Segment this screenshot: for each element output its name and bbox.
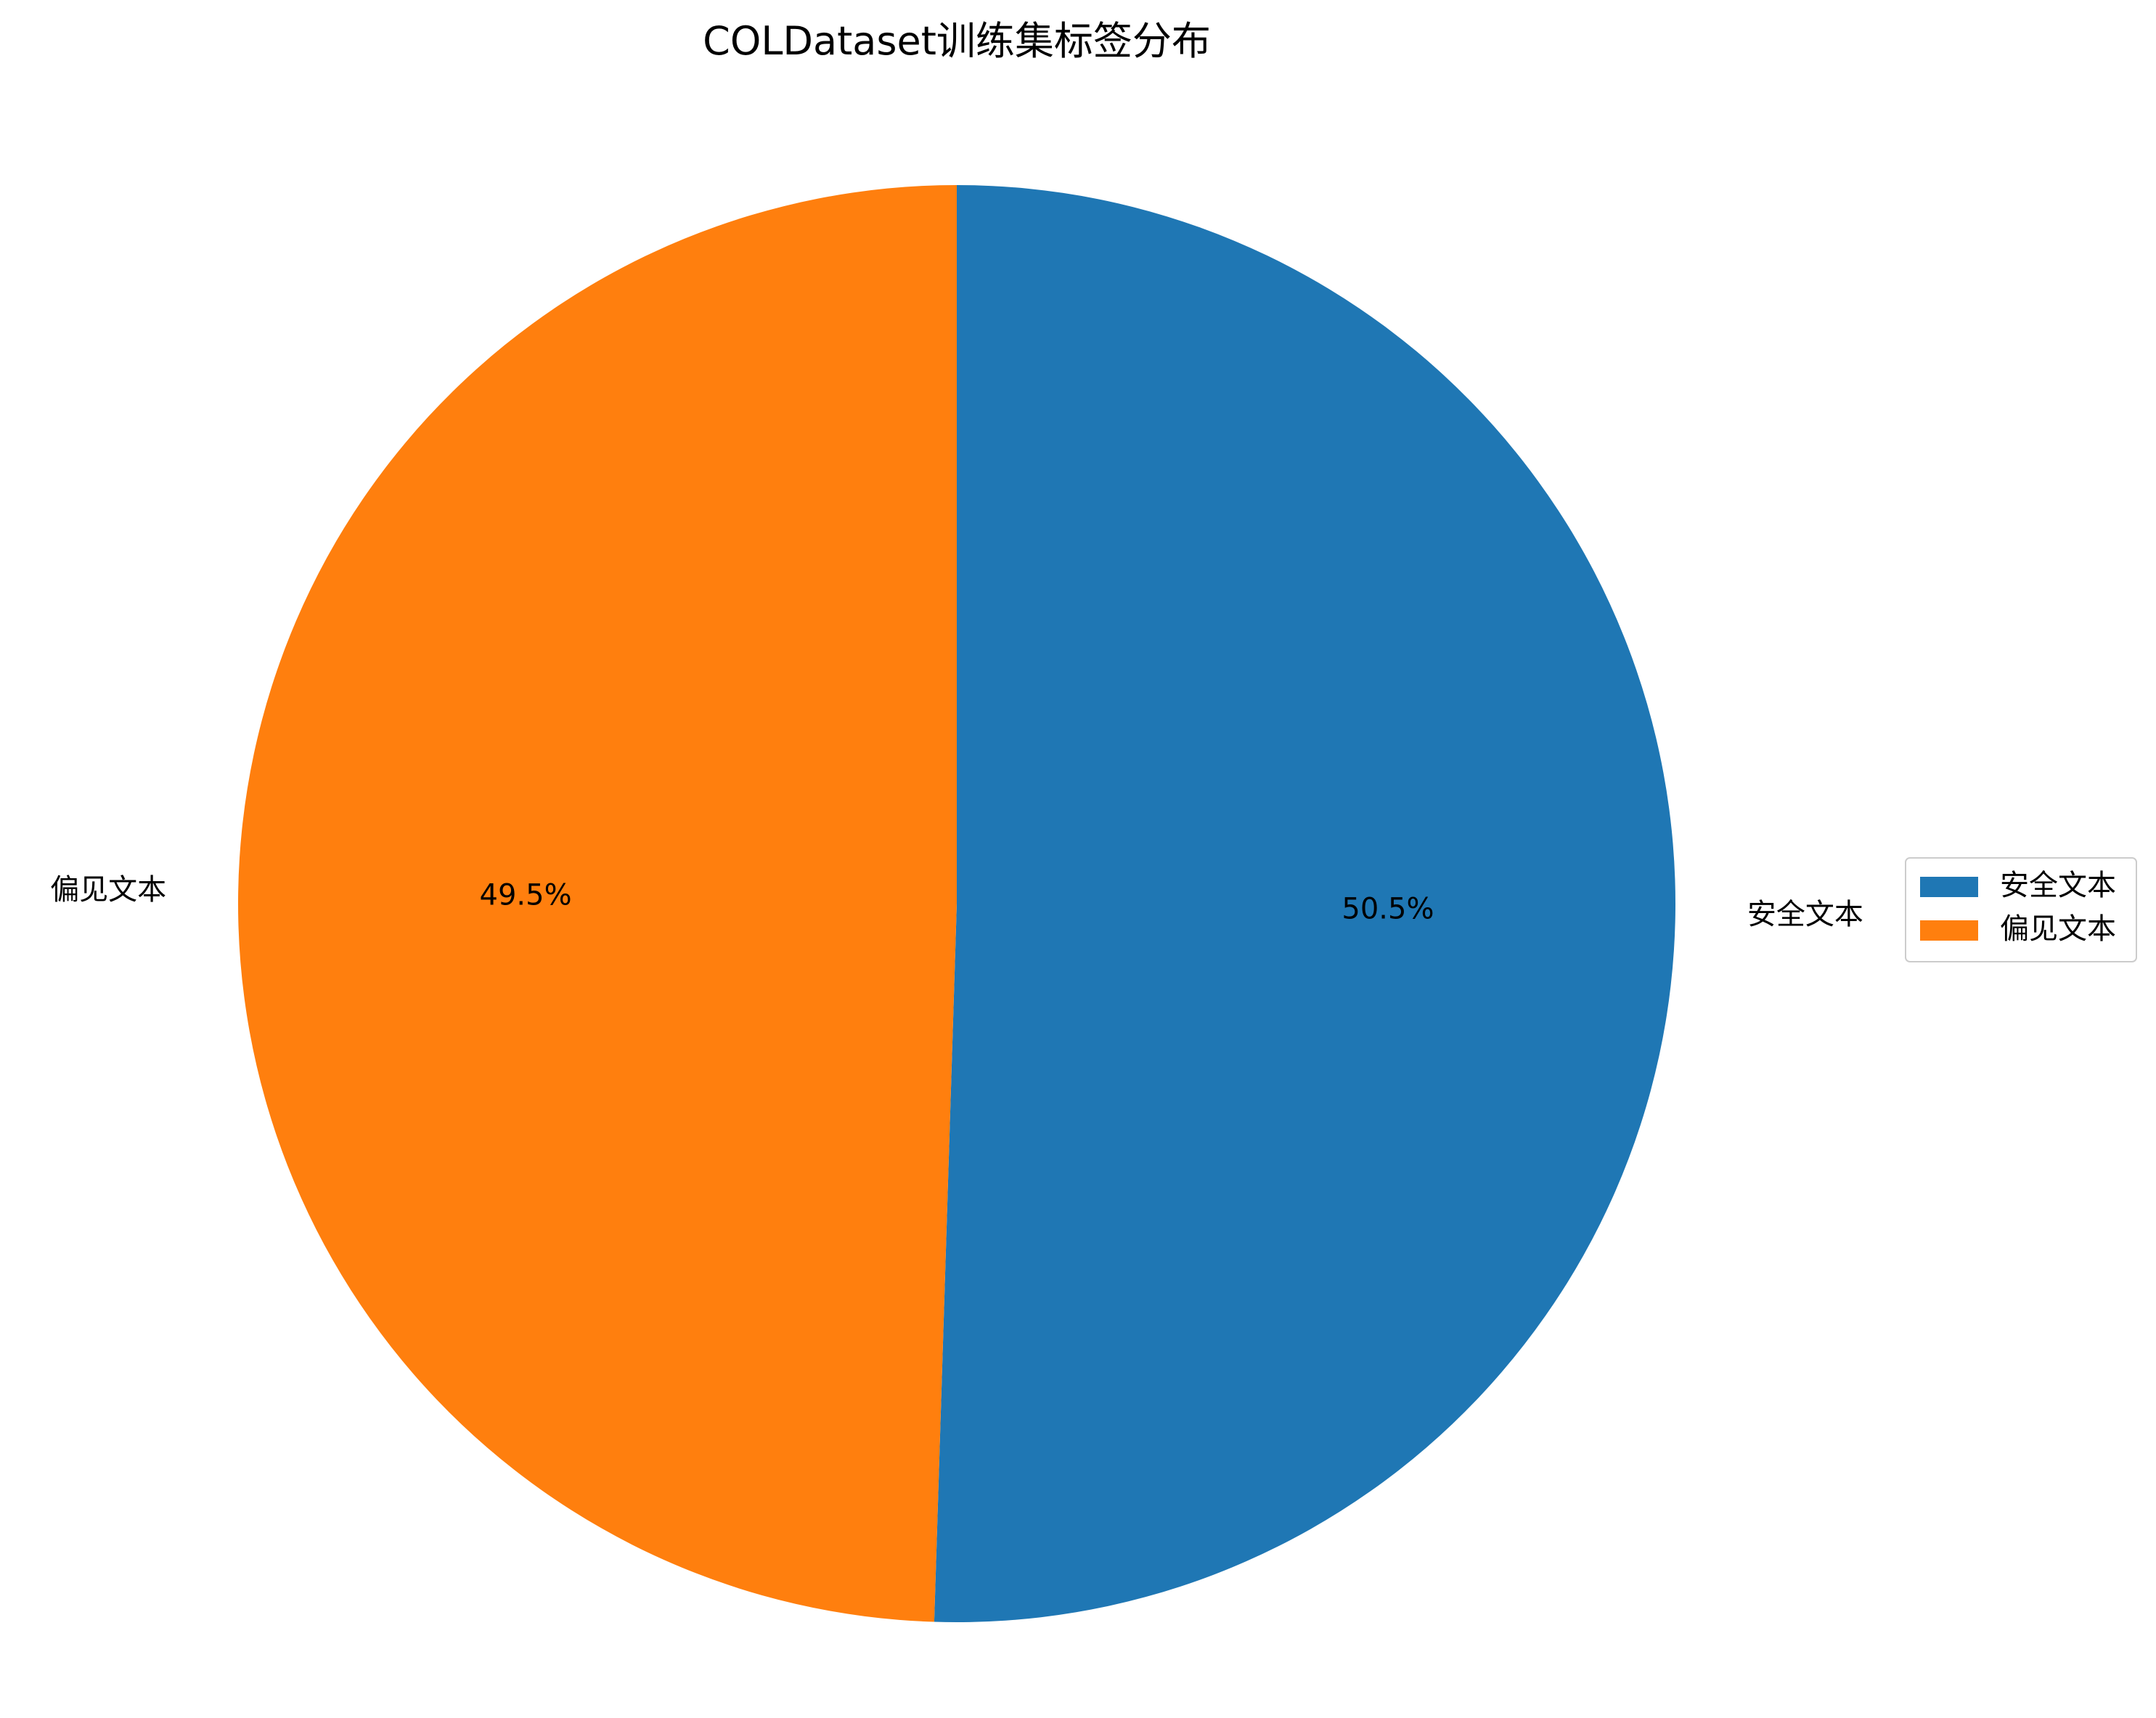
slice-1-category-label: 安全文本 <box>1747 898 1863 931</box>
slice-2-category-label: 偏见文本 <box>50 873 166 907</box>
legend-entry-1: 安全文本 <box>2000 869 2116 902</box>
legend-entry-2: 偏见文本 <box>2000 912 2116 946</box>
pie-slice-2 <box>237 185 957 1622</box>
slice-1-percent-label: 50.5% <box>1342 892 1434 925</box>
legend-swatch-1 <box>1920 877 1978 897</box>
slice-2-percent-label: 49.5% <box>480 879 572 912</box>
pie-slices <box>237 185 1675 1622</box>
pie-slice-1 <box>934 185 1675 1622</box>
legend-swatch-2 <box>1920 920 1978 941</box>
chart-title: COLDataset训练集标签分布 <box>703 18 1211 64</box>
pie-labels: 安全文本 50.5% 偏见文本 49.5% <box>50 873 1863 931</box>
